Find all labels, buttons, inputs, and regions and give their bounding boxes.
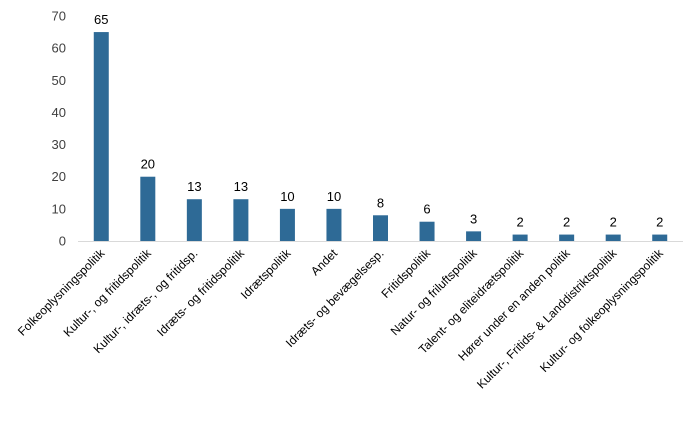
bar (140, 176, 156, 241)
y-tick-label: 50 (52, 73, 66, 88)
x-tick-label: Folkeoplysningspolitik (15, 246, 108, 339)
bar (652, 234, 668, 241)
y-tick-label: 70 (52, 9, 66, 24)
data-label: 20 (141, 157, 155, 172)
x-tick-label: Kultur-, og fritidspolitik (61, 246, 155, 340)
bar (559, 234, 575, 241)
bar (466, 231, 482, 241)
x-tick-label: Idræts- og bevægelsesp. (283, 246, 387, 350)
data-label: 65 (94, 12, 108, 27)
bar (512, 234, 528, 241)
y-tick-label: 30 (52, 137, 66, 152)
x-tick-label: Andet (308, 246, 341, 279)
data-label: 2 (516, 215, 523, 230)
data-label: 2 (563, 215, 570, 230)
x-tick-label: Natur- og friluftspolitik (388, 246, 481, 339)
bar (605, 234, 621, 241)
y-tick-label: 0 (59, 234, 66, 249)
y-tick-label: 40 (52, 105, 66, 120)
y-tick-label: 20 (52, 169, 66, 184)
bar (186, 199, 202, 241)
bar (419, 221, 435, 241)
data-label: 6 (423, 202, 430, 217)
bar (93, 32, 109, 242)
x-tick-label: Idræts- og fritidspolitik (154, 246, 248, 340)
bar (326, 208, 342, 241)
data-label: 2 (610, 215, 617, 230)
bar (279, 208, 295, 241)
data-label: 3 (470, 211, 477, 226)
data-label: 13 (187, 179, 201, 194)
y-tick-label: 60 (52, 41, 66, 56)
data-label: 10 (280, 189, 294, 204)
data-label: 2 (656, 215, 663, 230)
bar (233, 199, 249, 241)
y-tick-label: 10 (52, 201, 66, 216)
data-label: 13 (234, 179, 248, 194)
data-label: 10 (327, 189, 341, 204)
data-label: 8 (377, 195, 384, 210)
bar (373, 215, 388, 241)
x-tick-label: Idrætspolitik (238, 246, 294, 302)
